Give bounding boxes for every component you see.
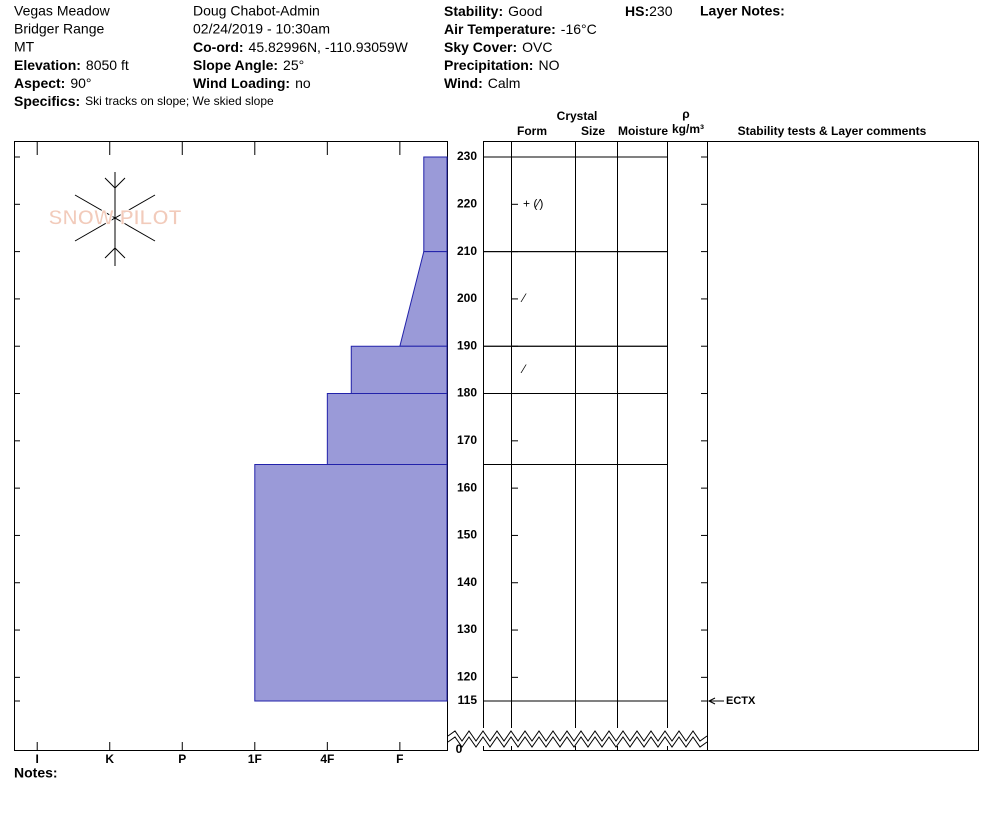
site-info: Bridger Range <box>14 21 104 37</box>
site-info: 02/24/2019 - 10:30am <box>193 21 330 37</box>
field-label: Specifics: <box>14 93 80 109</box>
y-tick-label: 180 <box>457 386 477 400</box>
field: Co-ord: 45.82996N, -110.93059W <box>193 39 409 55</box>
field-value: 45.82996N, -110.93059W <box>249 39 409 55</box>
x-tick-label: P <box>178 752 186 766</box>
field-value: NO <box>538 57 559 73</box>
field: Elevation: 8050 ft <box>14 57 129 73</box>
axis-break <box>447 736 708 748</box>
x-tick-label: 4F <box>320 752 334 766</box>
field-label: Wind Loading: <box>193 75 290 91</box>
y-tick-label: 160 <box>457 480 477 494</box>
test-result: ECTX <box>726 695 756 707</box>
y-tick-label: 120 <box>457 670 477 684</box>
field-label: HS: <box>625 3 649 19</box>
site-info: Vegas Meadow <box>14 3 111 19</box>
hardness-layer <box>399 251 448 347</box>
field-value: 25° <box>283 57 304 73</box>
column-header: Stability tests & Layer comments <box>738 124 927 138</box>
x-tick-label: K <box>105 752 114 766</box>
comments-frame <box>707 141 979 751</box>
notes-label: Notes: <box>14 765 58 781</box>
logo-flake <box>74 172 156 266</box>
site-info: MT <box>14 39 35 55</box>
y-tick-label: 140 <box>457 575 477 589</box>
axis-break <box>447 730 708 742</box>
site-info: Doug Chabot-Admin <box>193 3 320 19</box>
field-value: 90° <box>70 75 91 91</box>
column-header: ρ <box>682 107 689 121</box>
hardness-layer <box>254 463 448 702</box>
field-value: Calm <box>488 75 521 91</box>
field-label: Sky Cover: <box>444 39 517 55</box>
y-tick-label: 220 <box>457 196 477 210</box>
grain-form: + (⁄) <box>523 196 543 210</box>
field-value: no <box>295 75 311 91</box>
x-tick-label: 1F <box>248 752 262 766</box>
field: Air Temperature: -16°C <box>444 21 597 37</box>
y-tick-label: 115 <box>458 693 478 707</box>
field: Stability: Good <box>444 3 542 19</box>
field: Specifics: Ski tracks on slope; We skied … <box>14 93 274 109</box>
field: Wind: Calm <box>444 75 520 91</box>
field-label: Precipitation: <box>444 57 533 73</box>
field: Sky Cover: OVC <box>444 39 553 55</box>
hardness-layer <box>423 156 448 253</box>
y-tick-label: 210 <box>457 244 477 258</box>
field-value: -16°C <box>561 21 597 37</box>
field-label: Wind: <box>444 75 483 91</box>
field: Slope Angle: 25° <box>193 57 304 73</box>
field-value: Ski tracks on slope; We skied slope <box>85 94 274 108</box>
field: Precipitation: NO <box>444 57 560 73</box>
field-label: Stability: <box>444 3 503 19</box>
hardness-layer <box>326 393 448 465</box>
test-arrowhead <box>707 697 716 705</box>
column-header: Crystal <box>557 109 598 123</box>
hardness-layer <box>350 345 448 395</box>
y-tick-label: 150 <box>457 528 477 542</box>
field-value: OVC <box>522 39 552 55</box>
field: HS:230 <box>625 3 673 19</box>
break-gap <box>448 728 707 746</box>
x-tick-label: F <box>396 752 403 766</box>
column-header: kg/m³ <box>672 122 704 136</box>
field: Wind Loading: no <box>193 75 311 91</box>
column-header: Moisture <box>618 124 668 138</box>
x-tick-label: I <box>36 752 39 766</box>
column-header: Size <box>581 124 605 138</box>
field-value: 230 <box>649 3 673 19</box>
y-break-label: 0 <box>456 742 463 756</box>
y-tick-label: 170 <box>457 433 477 447</box>
y-tick-label: 230 <box>457 149 477 163</box>
grain-form: ⁄ <box>520 362 527 376</box>
grain-form: ⁄ <box>520 291 527 305</box>
field-label: Slope Angle: <box>193 57 278 73</box>
y-tick-label: 200 <box>457 291 477 305</box>
field-label: Air Temperature: <box>444 21 556 37</box>
field-label: Elevation: <box>14 57 81 73</box>
logo: SNOW PILOT <box>49 207 182 230</box>
field-label: Co-ord: <box>193 39 244 55</box>
y-tick-label: 130 <box>457 622 477 636</box>
field-label: Aspect: <box>14 75 65 91</box>
layer-notes-label: Layer Notes: <box>700 3 785 19</box>
table-frame <box>483 141 708 751</box>
field-value: 8050 ft <box>86 57 129 73</box>
y-tick-label: 190 <box>457 338 477 352</box>
field-value: Good <box>508 3 542 19</box>
field: Aspect: 90° <box>14 75 92 91</box>
column-header: Form <box>517 124 547 138</box>
